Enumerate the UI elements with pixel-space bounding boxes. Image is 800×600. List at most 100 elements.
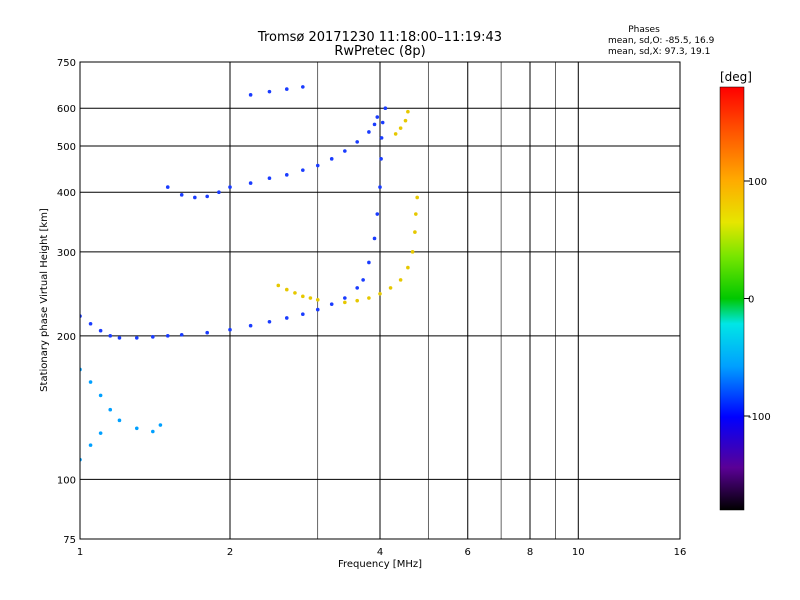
y-tick-label: 400 — [57, 188, 76, 199]
y-tick-label: 200 — [57, 332, 76, 343]
echo-point — [134, 336, 139, 340]
echo-point — [308, 296, 313, 300]
echo-point — [393, 132, 398, 136]
chart-title: Tromsø 20171230 11:18:00–11:19:43 — [257, 30, 502, 45]
x-tick-label: 4 — [377, 547, 383, 558]
echo-point — [343, 149, 347, 153]
echo-point — [293, 291, 297, 295]
echo-point — [343, 300, 347, 305]
colorbar-tick-label: -100 — [748, 412, 771, 423]
y-axis-label: Stationary phase Virtual Height [km] — [39, 208, 50, 392]
echo-point — [379, 157, 383, 161]
echo-point — [378, 185, 382, 189]
echo-point — [329, 157, 334, 161]
echo-point — [151, 335, 155, 339]
y-tick-label: 300 — [57, 248, 76, 259]
echo-point — [205, 330, 209, 335]
echo-point — [415, 195, 419, 200]
echo-point — [378, 291, 382, 296]
echo-point — [367, 260, 371, 265]
echo-point — [179, 193, 184, 197]
echo-point — [267, 89, 272, 94]
echo-point — [355, 298, 359, 303]
echo-point — [355, 286, 359, 290]
echo-point — [134, 426, 139, 431]
x-tick-label: 8 — [527, 547, 533, 558]
echo-point — [98, 393, 103, 398]
y-tick-label: 600 — [57, 104, 76, 115]
echo-point — [267, 176, 272, 181]
echo-point — [375, 212, 380, 216]
echo-point — [355, 140, 359, 144]
stats-x-line: mean, sd,X: 97.3, 19.1 — [608, 47, 710, 57]
echo-point — [108, 407, 113, 412]
echo-point — [165, 185, 170, 189]
y-tick-label: 100 — [57, 475, 76, 486]
echo-point — [284, 173, 289, 177]
echo-point — [301, 312, 305, 316]
echo-point — [205, 194, 209, 199]
chart-subtitle: RwPretec (8p) — [334, 44, 425, 59]
echo-point — [108, 334, 113, 338]
stats-heading: Phases — [628, 25, 660, 35]
echo-point — [228, 327, 232, 332]
echo-point — [248, 323, 253, 328]
echo-point — [398, 126, 403, 130]
y-tick-label: 750 — [57, 58, 76, 69]
echo-point — [301, 168, 305, 172]
echo-point — [98, 328, 103, 333]
echo-point — [379, 136, 384, 140]
echo-point — [383, 106, 388, 111]
echo-point — [315, 307, 320, 312]
x-tick-label: 1 — [77, 547, 83, 558]
y-tick-label: 500 — [57, 142, 76, 153]
echo-point — [398, 278, 403, 282]
echo-point — [193, 195, 197, 200]
x-tick-label: 16 — [674, 547, 687, 558]
plot-frame — [79, 61, 681, 540]
echo-point — [372, 236, 377, 241]
echo-point — [88, 380, 93, 384]
echo-point — [414, 212, 418, 216]
colorbar — [719, 86, 745, 511]
x-tick-label: 10 — [572, 547, 585, 558]
grid — [80, 62, 680, 539]
echo-point — [315, 163, 320, 168]
echo-point — [158, 423, 163, 427]
y-tick-label: 75 — [63, 535, 76, 546]
echo-point — [267, 319, 272, 324]
colorbar-tick-label: 0 — [748, 295, 754, 306]
echo-point — [217, 190, 221, 195]
echo-point — [301, 85, 305, 89]
echo-point — [88, 443, 93, 447]
echo-point — [403, 118, 408, 123]
echo-point — [410, 250, 415, 254]
echo-point — [367, 130, 371, 134]
echo-point — [372, 122, 377, 127]
echo-point — [284, 287, 289, 292]
echo-point — [406, 265, 410, 270]
x-axis-label: Frequency [MHz] — [338, 559, 422, 570]
echo-point — [88, 321, 93, 326]
echo-point — [406, 109, 410, 114]
colorbar-tick-label: 100 — [748, 177, 767, 188]
echo-point — [284, 316, 289, 320]
echo-point — [301, 294, 305, 299]
stats-o-line: mean, sd,O: -85.5, 16.9 — [608, 36, 715, 46]
echo-point — [276, 283, 281, 288]
echo-point — [248, 181, 253, 185]
echo-point — [165, 334, 170, 338]
echo-point — [329, 302, 334, 306]
echo-point — [343, 296, 347, 300]
echo-point — [117, 418, 122, 423]
echo-point — [380, 120, 385, 125]
echo-point — [228, 185, 232, 189]
echo-point — [367, 296, 371, 300]
echo-point — [375, 115, 380, 119]
data-points — [80, 85, 419, 462]
echo-point — [315, 297, 320, 302]
echo-point — [361, 278, 365, 282]
echo-point — [413, 230, 417, 234]
echo-point — [388, 286, 393, 290]
